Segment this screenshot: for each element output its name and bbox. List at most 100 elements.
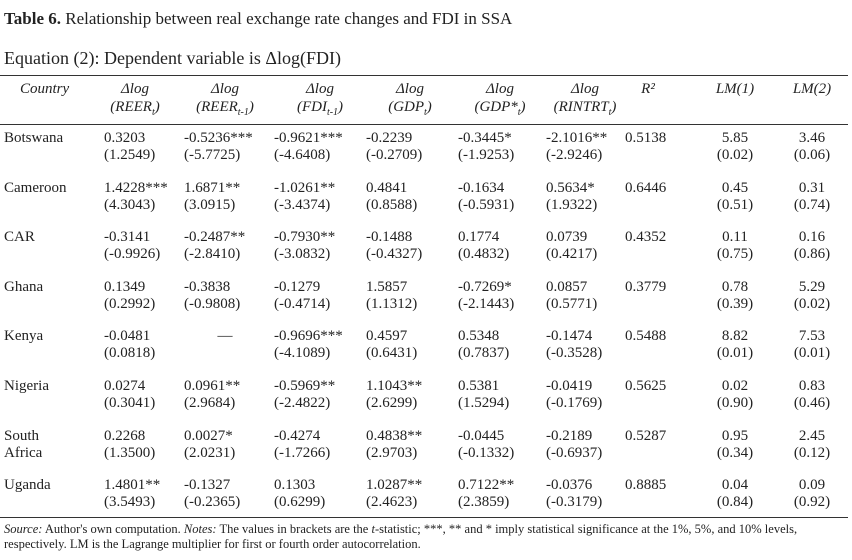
subtitle: Equation (2): Dependent variable is Δlog… xyxy=(4,48,341,68)
lm1-p: (0.01) xyxy=(716,345,754,362)
t-statistic: (-0.9926) xyxy=(104,246,161,263)
t-statistic: (-2.9246) xyxy=(546,147,603,163)
t-statistic: (-0.1332) xyxy=(458,444,515,461)
t-statistic: (-0.2709) xyxy=(366,147,423,163)
header-lm1: LM(1) xyxy=(715,81,755,97)
coefficient: -0.0376 xyxy=(546,477,593,494)
header-top: Δlog xyxy=(571,81,599,97)
lm2-p: (0.92) xyxy=(793,494,831,511)
header-var-name: GDP xyxy=(393,99,425,115)
coefficient: 1.5857 xyxy=(366,278,408,295)
t-statistic: (-2.1443) xyxy=(458,295,515,312)
t-statistic: (2.9684) xyxy=(184,395,236,411)
coefficient: -0.9696*** xyxy=(274,328,343,345)
t-statistic: (-0.4327) xyxy=(366,246,423,263)
lm2-p: (0.02) xyxy=(793,295,831,312)
coefficient: -0.3838 xyxy=(184,278,231,295)
coefficient: -0.1474 xyxy=(546,328,593,345)
lm1-p: (0.39) xyxy=(716,295,754,312)
t-statistic: (-2.4822) xyxy=(274,395,331,411)
header-var: (FDIt-1) xyxy=(296,99,344,118)
coefficient: -2.1016** xyxy=(546,130,608,146)
header-var-name: FDI xyxy=(301,99,327,115)
coefficient: -0.7930** xyxy=(274,229,336,246)
t-statistic: (0.8588) xyxy=(366,196,418,213)
lm1-p: (0.75) xyxy=(716,246,754,263)
t-statistic: (0.6299) xyxy=(274,494,326,511)
t-statistic: (-4.1089) xyxy=(274,345,331,362)
lm2-value: 7.53 xyxy=(798,328,826,345)
country: Kenya xyxy=(4,328,44,345)
lm1-value: 0.11 xyxy=(722,229,748,246)
coefficient: 1.0287** xyxy=(366,477,423,494)
t-statistic: (-0.9808) xyxy=(184,295,241,312)
header-sub: t-1 xyxy=(326,107,339,118)
title-text: Relationship between real exchange rate … xyxy=(65,9,513,28)
coefficient: 0.7122** xyxy=(458,477,515,494)
coefficient: 0.0961** xyxy=(184,378,241,394)
country: Cameroon xyxy=(4,179,67,196)
header-sub: t xyxy=(608,107,612,118)
coefficient: 0.1349 xyxy=(104,278,146,295)
t-statistic: (2.9703) xyxy=(366,444,418,461)
header-country: Country xyxy=(20,81,70,97)
header-top: Δlog xyxy=(306,81,334,97)
t-statistic: (1.9322) xyxy=(546,196,598,213)
coefficient: 0.3203 xyxy=(104,130,146,146)
notes-text: The values in brackets are the xyxy=(219,522,369,536)
coefficient: -0.0419 xyxy=(546,378,593,394)
header-var: (RINTRTt) xyxy=(553,99,617,118)
lm1-value: 0.78 xyxy=(721,278,749,295)
coefficient: -0.1279 xyxy=(274,278,321,295)
lm1-p: (0.34) xyxy=(716,444,754,461)
coefficient: 0.1774 xyxy=(458,229,500,246)
t-statistic: (0.7837) xyxy=(458,345,510,362)
r-squared: 0.4352 xyxy=(625,229,667,246)
lm1-p: (0.84) xyxy=(716,494,754,511)
coefficient: 0.0274 xyxy=(104,378,146,394)
notes-text: -statistic; ***, ** and * imply statisti… xyxy=(4,522,798,551)
footnote: Source: Author's own computation. Notes:… xyxy=(4,522,844,552)
lm1-value: 0.45 xyxy=(721,179,749,196)
t-statistic: (3.0915) xyxy=(184,196,236,213)
coefficient: 1.1043** xyxy=(366,378,423,394)
header-sub: t xyxy=(151,107,155,118)
lm1-value: 0.04 xyxy=(721,477,749,494)
source-label: Source: xyxy=(4,522,43,536)
coefficient: 0.0027* xyxy=(184,427,233,444)
coefficient: -0.2487** xyxy=(184,229,246,246)
coefficient: -0.3445* xyxy=(458,130,512,146)
lm2-value: 0.31 xyxy=(798,179,826,196)
coefficient: -0.1634 xyxy=(458,179,505,196)
coefficient: -0.2189 xyxy=(546,427,593,444)
coefficient: 0.5381 xyxy=(458,378,500,394)
lm2-p: (0.12) xyxy=(793,444,831,461)
header-sub: t xyxy=(424,107,427,118)
t-statistic: (-3.0832) xyxy=(274,246,331,263)
rule xyxy=(0,75,848,76)
t-statistic: (-5.7725) xyxy=(184,147,241,163)
t-statistic: (2.6299) xyxy=(366,395,418,411)
coefficient: -0.5236*** xyxy=(184,130,253,146)
country: South Africa xyxy=(4,427,43,461)
lm2-value: 0.83 xyxy=(798,378,826,394)
lm2-value: 2.45 xyxy=(798,427,826,444)
t-statistic: (1.5294) xyxy=(458,395,510,411)
header-var: (REERt-1) xyxy=(196,99,254,118)
header-r2: R² xyxy=(641,81,655,97)
t-statistic: (-0.6937) xyxy=(546,444,603,461)
lm2-value: 0.16 xyxy=(798,229,826,246)
lm2-p: (0.01) xyxy=(793,345,831,362)
coefficient: 0.5634* xyxy=(546,179,595,196)
header-sub: t xyxy=(517,107,521,118)
t-statistic: (-0.1769) xyxy=(546,395,603,411)
t-statistic: (-0.4714) xyxy=(274,295,331,312)
coefficient: 1.6871** xyxy=(184,179,241,196)
r-squared: 0.3779 xyxy=(625,278,667,295)
r-squared: 0.8885 xyxy=(625,477,667,494)
country: Uganda xyxy=(4,477,51,494)
t-statistic: (1.2549) xyxy=(104,147,156,163)
header-var: (REERt) xyxy=(110,99,160,118)
lm2-p: (0.46) xyxy=(793,395,831,411)
t-statistic: (0.5771) xyxy=(546,295,598,312)
